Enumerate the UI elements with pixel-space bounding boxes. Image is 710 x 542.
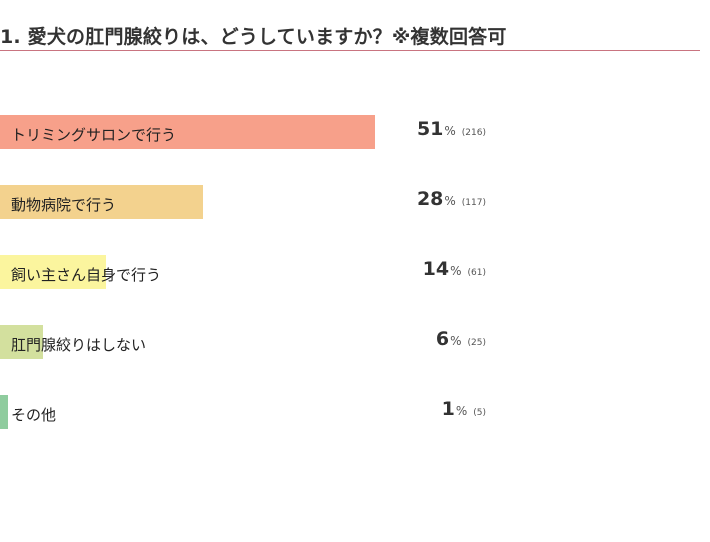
percent-value: 1 [441, 398, 455, 420]
bar-label: 動物病院で行う [11, 196, 117, 214]
bar-row-hospital: 動物病院で行う 28% (117) [0, 185, 500, 219]
percent-sign: % [450, 264, 462, 278]
percent-sign: % [444, 194, 456, 208]
percent-sign: % [450, 334, 462, 348]
title-divider [0, 50, 700, 51]
response-count: (117) [461, 198, 486, 208]
bar-row-none: 肛門腺絞りはしない 6% (25) [0, 325, 500, 359]
bar-label: その他 [11, 406, 57, 424]
response-count: (216) [461, 128, 486, 138]
percent-value: 51 [416, 118, 444, 140]
response-count: (61) [467, 268, 486, 278]
bar-label: トリミングサロンで行う [11, 126, 177, 144]
bar-label: 飼い主さん自身で行う [11, 266, 162, 284]
bar-stat: 1% (5) [442, 398, 486, 420]
bar [0, 185, 203, 219]
percent-sign: % [444, 124, 456, 138]
bar-stat: 6% (25) [436, 328, 486, 350]
bar [0, 115, 375, 149]
response-count: (25) [467, 338, 486, 348]
bar [0, 255, 106, 289]
bar-label: 肛門腺絞りはしない [11, 336, 147, 354]
bar-row-salon: トリミングサロンで行う 51% (216) [0, 115, 500, 149]
chart-title: 1. 愛犬の肛門腺絞りは、どうしていますか？※複数回答可 [0, 26, 507, 48]
percent-sign: % [455, 404, 468, 418]
bar [0, 395, 8, 429]
response-count: (5) [473, 408, 486, 418]
bar-stat: 28% (117) [417, 188, 486, 210]
percent-value: 14 [422, 258, 450, 280]
bar-stat: 51% (216) [417, 118, 486, 140]
percent-value: 28 [416, 188, 444, 210]
bar [0, 325, 43, 359]
bar-row-owner: 飼い主さん自身で行う 14% (61) [0, 255, 500, 289]
bar-row-other: その他 1% (5) [0, 395, 500, 429]
percent-value: 6 [435, 328, 450, 350]
bar-stat: 14% (61) [423, 258, 486, 280]
